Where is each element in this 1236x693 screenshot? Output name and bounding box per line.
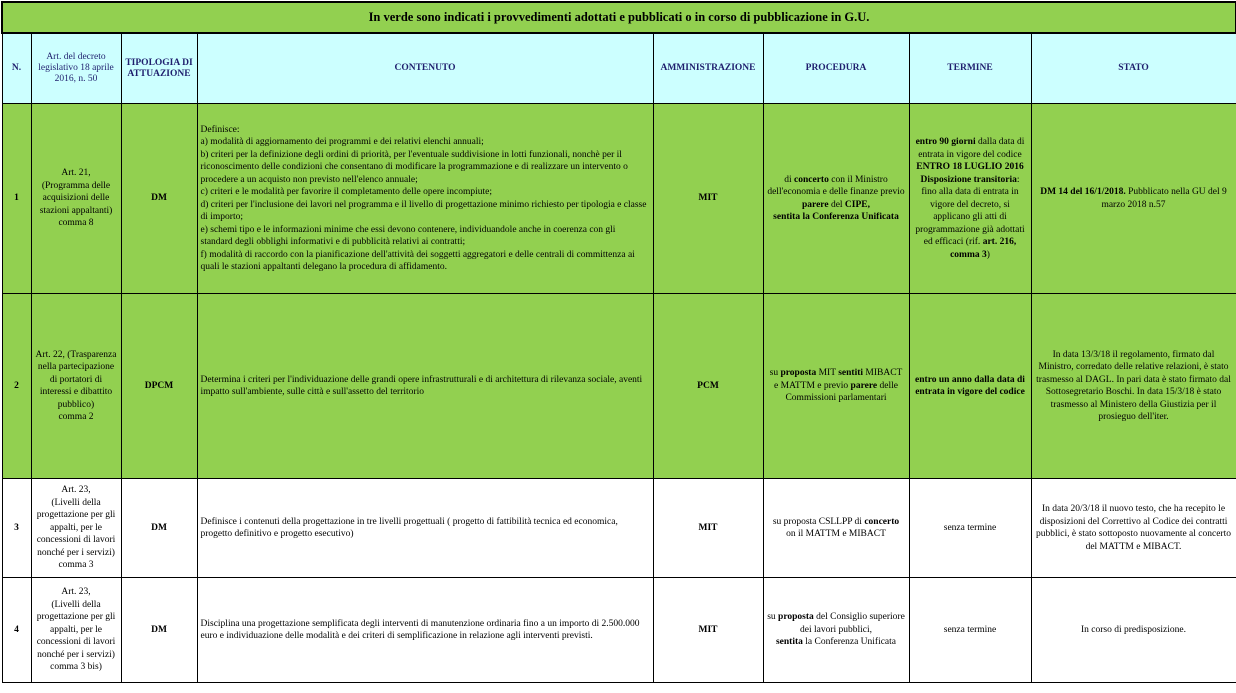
cell-procedura: di concerto con il Ministro dell'economi… [762,103,910,294]
text-segment: concerto [794,174,829,185]
text-segment: art. 216, comma 3 [950,237,1017,260]
cell-procedura: su proposta del Consiglio superiore dei … [762,577,910,683]
header-tipologia: TIPOLOGIA DI ATTUAZIONE [120,32,198,104]
cell-amministrazione: MIT [652,478,764,578]
header-termine: TERMINE [908,32,1032,104]
cell-tipologia: DM [120,577,198,683]
table-row: 3 Art. 23, (Livelli della progettazione p… [1,478,1236,578]
text-segment: In data 13/3/18 il regolamento, firmato … [1036,349,1231,423]
text-segment: su proposta CSLLPP di [772,516,865,527]
cell-n: 3 [1,478,32,578]
table-row: 1 Art. 21, (Programma delle acquisizioni … [1,103,1236,294]
cell-n: 4 [1,577,32,683]
cell-contenuto: Determina i criteri per l'individuazione… [196,293,654,479]
text-segment: entro 90 giorni [915,137,976,147]
header-art: Art. del decreto legislativo 18 aprile 2… [30,32,122,104]
table-row: 2 Art. 22, (Trasparenza nella partecipazi… [1,293,1236,479]
cell-termine: entro 90 giorni dalla data di entrata in… [908,103,1032,294]
cell-stato: DM 14 del 16/1/2018. Pubblicato nella GU… [1030,103,1236,294]
cell-n: 2 [1,293,32,479]
title-row: In verde sono indicati i provvedimenti a… [1,1,1236,34]
text-segment: proposta [780,368,817,379]
text-segment: del Consiglio superiore dei lavori pubbl… [799,612,905,635]
table-row: 4 Art. 23, (Livelli della progettazione p… [1,577,1236,683]
text-segment: parere [850,380,878,391]
text-segment: : fino alla data di entrata in vigore de… [915,174,1025,248]
cell-contenuto: Definisce i contenuti della progettazion… [196,478,654,578]
text-segment: proposta [778,612,814,623]
header-procedura: PROCEDURA [762,32,910,104]
cell-termine: entro un anno dalla data di entrata in v… [908,293,1032,479]
text-segment: dalla data di entrata in vigore del codi… [918,137,1025,160]
text-segment: In data 20/3/18 il nuovo testo, che ha r… [1036,504,1231,552]
text-segment: senza termine [943,522,997,533]
text-segment: senza termine [943,624,997,635]
text-segment: su [769,368,781,379]
text-segment: Pubblicato nella GU del 9 marzo 2018 n.5… [1101,187,1227,210]
text-segment: concerto [864,516,900,527]
cell-procedura: su proposta CSLLPP di concerto on il MAT… [762,478,910,578]
text-segment: on il MATTM e MIBACT [786,529,886,539]
text-segment: la Conferenza Unificata [802,637,897,648]
text-segment: entro un anno dalla data di entrata in v… [915,374,1025,398]
text-segment: MIT [816,368,839,379]
cell-art: Art. 21, (Programma delle acquisizioni d… [30,103,122,294]
cell-stato: In data 20/3/18 il nuovo testo, che ha r… [1030,478,1236,578]
cell-art: Art. 23, (Livelli della progettazione pe… [30,478,122,578]
text-segment: di [784,174,795,185]
text-segment: CIPE, sentita la Conferenza Unificata [773,199,899,223]
text-segment: ENTRO 18 LUGLIO 2016 Disposizione transi… [916,162,1024,185]
text-segment: In corso di predisposizione. [1080,624,1186,635]
text-segment: sentiti [838,368,864,379]
cell-contenuto: Disciplina una progettazione semplificat… [196,577,654,683]
cell-amministrazione: PCM [652,293,764,479]
text-segment: ) [986,249,990,260]
header-row: N. Art. del decreto legislativo 18 april… [1,32,1236,104]
cell-stato: In corso di predisposizione. [1030,577,1236,683]
cell-contenuto: Definisce: a) modalità di aggiornamento … [196,103,654,294]
text-segment: con il Ministro dell'economia e delle fi… [767,174,905,198]
cell-stato: In data 13/3/18 il regolamento, firmato … [1030,293,1236,479]
text-segment: sentita [775,637,803,648]
cell-amministrazione: MIT [652,577,764,683]
cell-termine: senza termine [908,478,1032,578]
cell-procedura: su proposta MIT sentiti MIBACT e MATTM e… [762,293,910,479]
header-n: N. [1,32,32,104]
cell-tipologia: DM [120,103,198,294]
cell-n: 1 [1,103,32,294]
cell-tipologia: DPCM [120,293,198,479]
header-amministrazione: AMMINISTRAZIONE [652,32,764,104]
text-segment: MIBACT e MATTM e previo [774,368,903,391]
cell-art: Art. 23, (Livelli della progettazione pe… [30,577,122,683]
header-stato: STATO [1030,32,1236,104]
text-segment: su [767,612,779,623]
text-segment: DM 14 del 16/1/2018. [1040,187,1126,197]
text-segment: delle Commissioni parlamentari [785,380,898,404]
table-title: In verde sono indicati i provvedimenti a… [1,1,1236,34]
text-segment: parere [802,199,829,210]
header-contenuto: CONTENUTO [196,32,654,104]
cell-termine: senza termine [908,577,1032,683]
cell-amministrazione: MIT [652,103,764,294]
cell-tipologia: DM [120,478,198,578]
text-segment: del [828,199,845,210]
cell-art: Art. 22, (Trasparenza nella partecipazio… [30,293,122,479]
